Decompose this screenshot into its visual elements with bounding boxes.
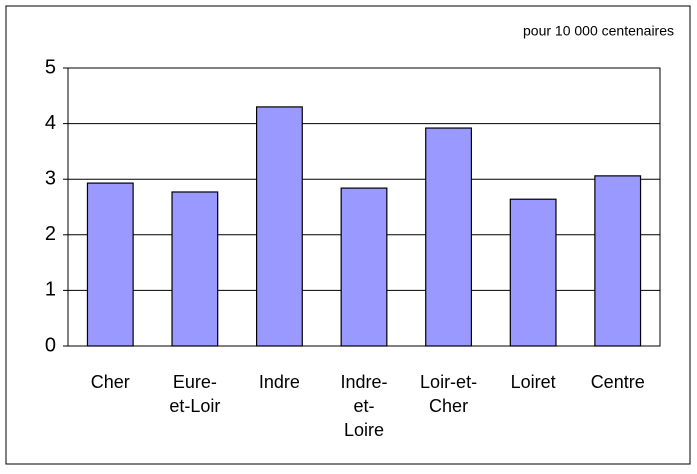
y-tick-label: 5 bbox=[45, 56, 56, 78]
x-tick-label: Loir-et-Cher bbox=[420, 372, 478, 416]
bar bbox=[509, 198, 557, 347]
x-tick-label: Cher bbox=[90, 372, 130, 392]
bar bbox=[425, 127, 473, 347]
x-tick-label: Indre bbox=[258, 372, 300, 392]
bar bbox=[86, 182, 134, 347]
bar bbox=[594, 175, 642, 347]
y-tick-label: 0 bbox=[45, 334, 56, 356]
y-tick-label: 2 bbox=[45, 223, 56, 245]
chart-frame bbox=[5, 5, 691, 465]
x-tick-label: Loiret bbox=[510, 372, 556, 392]
y-tick-label: 4 bbox=[45, 112, 56, 134]
x-tick-label: Eure-et-Loir bbox=[169, 372, 221, 416]
bar bbox=[171, 191, 219, 347]
x-tick-label: Indre-et-Loire bbox=[340, 372, 388, 440]
bar bbox=[340, 187, 388, 347]
bar bbox=[255, 106, 303, 347]
y-tick-label: 1 bbox=[45, 279, 56, 301]
y-tick-label: 3 bbox=[45, 167, 56, 189]
annotation: pour 10 000 centenaires bbox=[523, 23, 674, 39]
x-tick-label: Centre bbox=[590, 372, 645, 392]
